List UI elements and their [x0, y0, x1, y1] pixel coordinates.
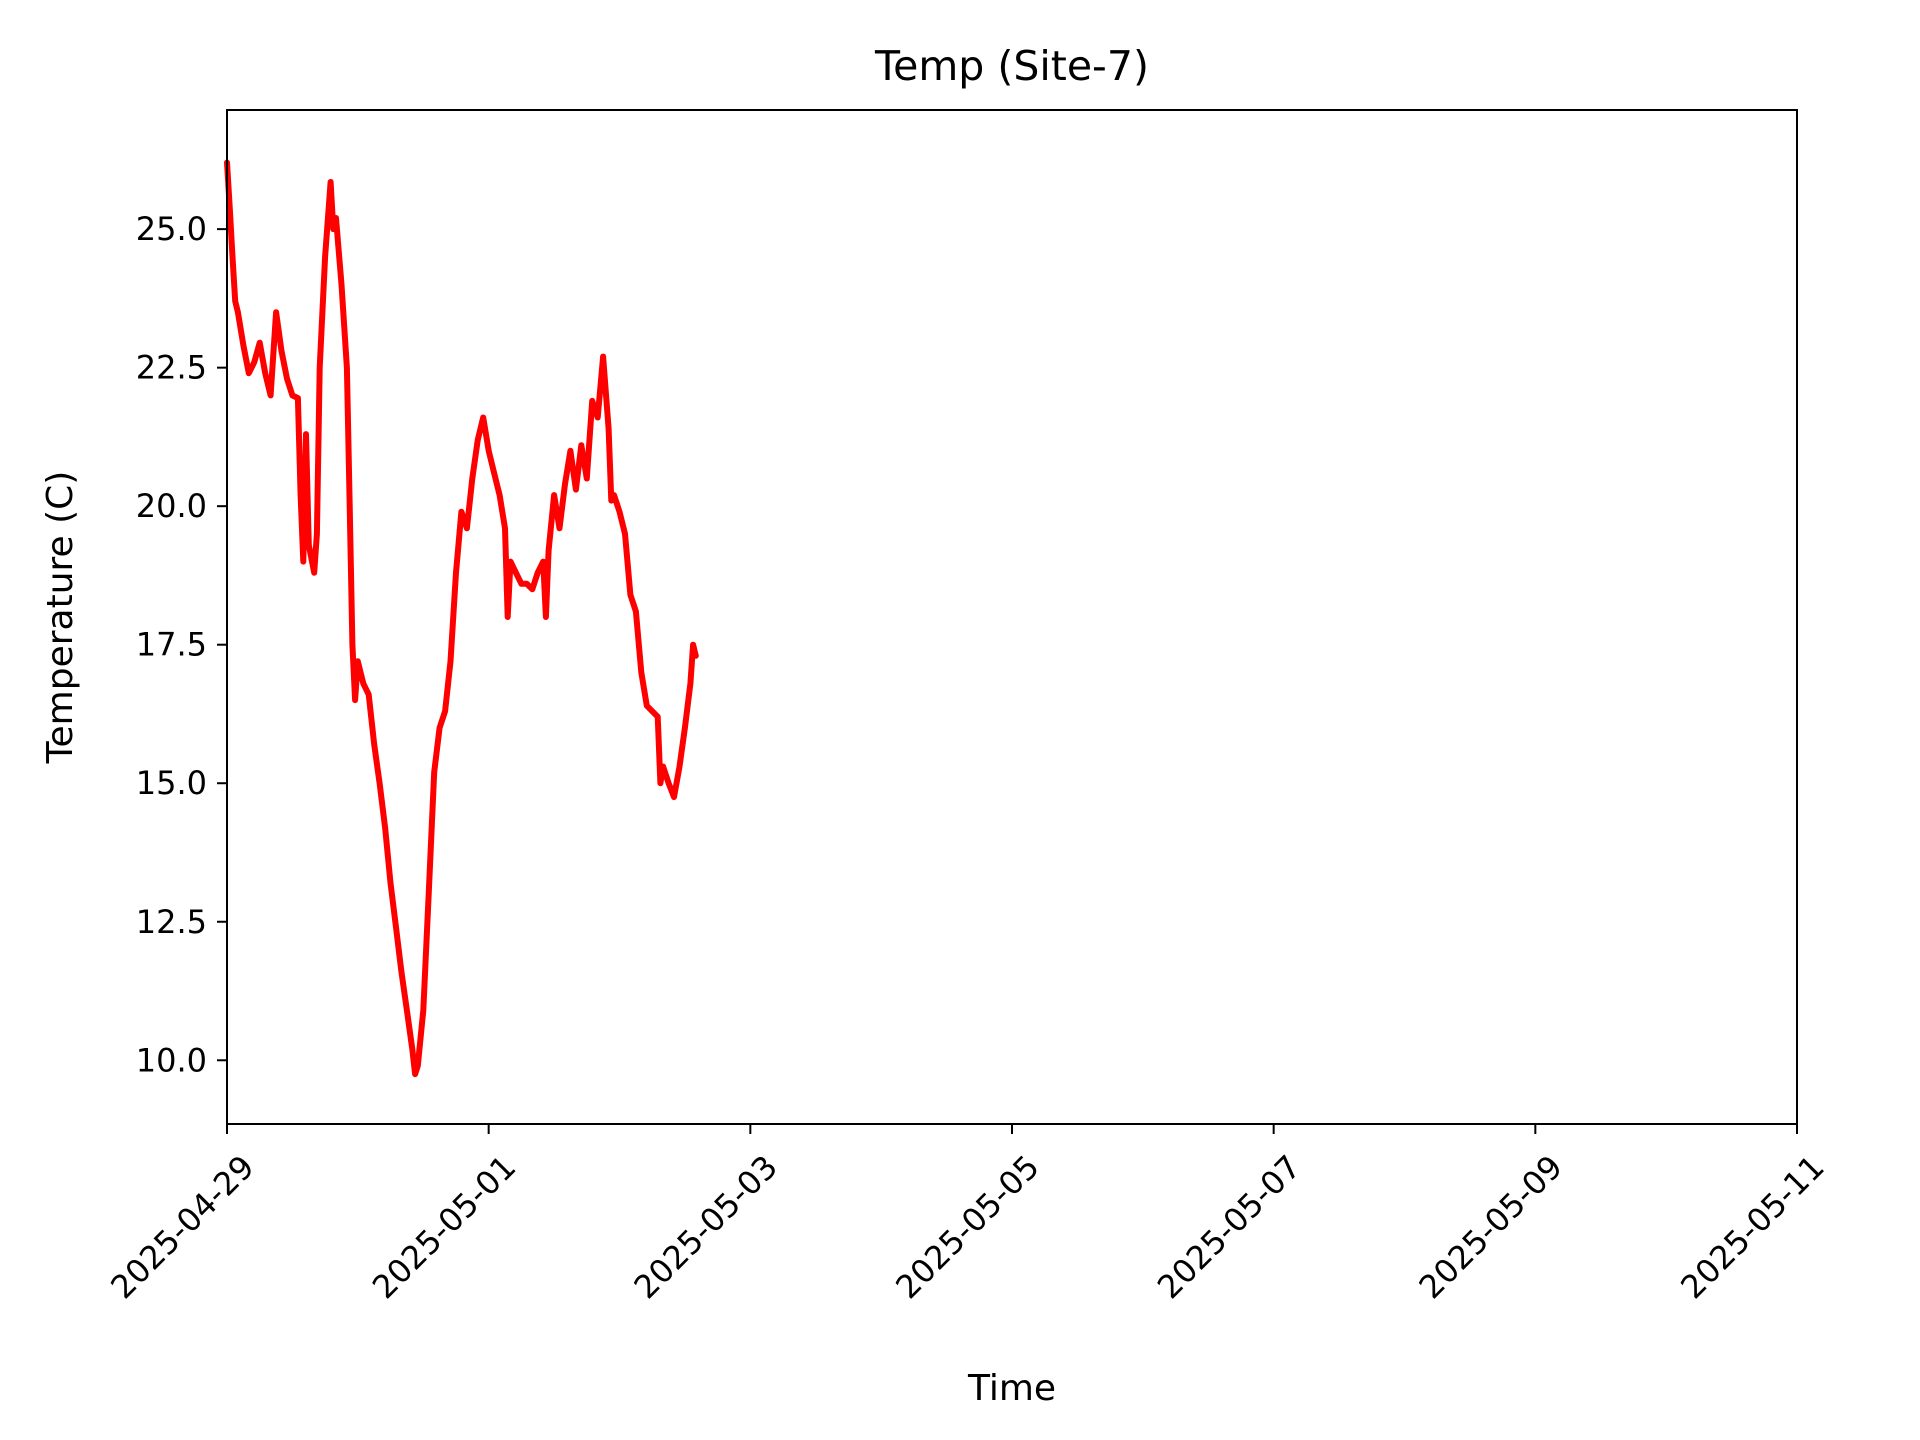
y-axis-ticks: 10.0 12.5 15.0 17.5 20.0 22.5 25.0: [136, 210, 227, 1079]
y-tick-label: 17.5: [136, 626, 207, 664]
x-axis-label: Time: [967, 1368, 1056, 1409]
chart-title: Temp (Site-7): [874, 42, 1149, 90]
y-tick-label: 15.0: [136, 764, 207, 802]
y-tick-label: 22.5: [136, 349, 207, 387]
y-axis-label: Temperature (C): [40, 471, 81, 765]
y-tick-label: 10.0: [136, 1041, 207, 1079]
y-tick-label: 20.0: [136, 487, 207, 525]
y-tick-label: 25.0: [136, 210, 207, 248]
y-tick-label: 12.5: [136, 903, 207, 941]
series-line-0: [224, 159, 699, 1078]
